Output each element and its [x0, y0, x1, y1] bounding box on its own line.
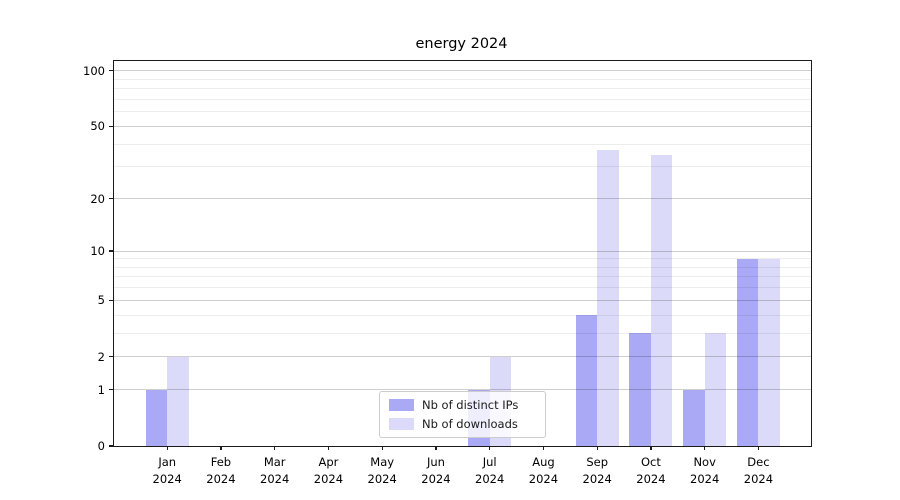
x-tick-mark — [650, 446, 652, 450]
x-tick-mark — [381, 446, 383, 450]
gridline-y30 — [114, 166, 811, 168]
x-tick-mark — [542, 446, 545, 450]
y-tick-mark — [108, 250, 113, 252]
y-tick-label: 2 — [97, 349, 105, 364]
legend-item: Nb of downloads — [389, 417, 537, 431]
y-tick-label: 0 — [97, 439, 105, 453]
gridline-y90 — [114, 78, 811, 80]
bar-sep-downloads — [597, 150, 619, 446]
x-tick-label-may: May 2024 — [367, 455, 397, 486]
x-tick-mark — [757, 446, 760, 450]
y-tick-label: 5 — [97, 293, 105, 308]
legend-item: Nb of distinct IPs — [389, 398, 537, 412]
plot-area: 0 1 2 5 10 20 50 100 Jan 2024 Feb 2024 Mar 2024 Apr 202… — [83, 60, 812, 486]
x-tick-label-oct: Oct 2024 — [636, 455, 666, 486]
x-tick-label-aug: Aug 2024 — [528, 455, 559, 486]
y-tick-mark — [108, 197, 113, 200]
y-tick-mark — [108, 299, 113, 301]
gridline-y6 — [114, 287, 811, 289]
gridline-y5 — [114, 299, 811, 301]
bars-layer — [114, 61, 811, 446]
x-tick-mark — [704, 446, 706, 450]
x-tick-label-jul: Jul 2024 — [475, 455, 505, 486]
legend-swatch — [389, 418, 414, 430]
gridline-y10 — [114, 250, 811, 252]
y-tick-label: 1 — [97, 382, 105, 397]
gridline-y100 — [114, 70, 811, 72]
x-tick-label-dec: Dec 2024 — [743, 455, 774, 486]
x-tick-label-sep: Sep 2024 — [582, 455, 612, 486]
y-tick-label: 20 — [90, 191, 105, 206]
gridline-y3 — [114, 332, 811, 334]
gridline-y60 — [114, 111, 811, 113]
gridline-y8 — [114, 266, 811, 268]
x-tick-mark — [274, 446, 276, 450]
gridline-y1 — [114, 389, 811, 391]
legend-label: Nb of downloads — [422, 417, 518, 431]
gridline-y7 — [114, 276, 811, 278]
legend: Nb of distinct IPs Nb of downloads — [379, 391, 546, 438]
legend-swatch — [389, 399, 414, 411]
bar-dec-downloads — [758, 258, 780, 446]
y-tick-label: 10 — [90, 244, 105, 259]
x-tick-mark — [327, 446, 330, 450]
bar-jan-ips — [145, 389, 168, 446]
x-tick-label-nov: Nov 2024 — [690, 455, 720, 486]
y-tick-mark — [108, 389, 113, 391]
x-tick-label-jan: Jan 2024 — [152, 455, 182, 486]
x-tick-label-feb: Feb 2024 — [206, 455, 236, 486]
gridline-y2 — [114, 356, 811, 358]
x-tick-label-mar: Mar 2024 — [260, 455, 290, 486]
y-tick-label: 50 — [90, 119, 105, 134]
y-tick-mark — [108, 445, 113, 447]
chart-title: energy 2024 — [415, 36, 508, 52]
x-tick-label-jun: Jun 2024 — [421, 455, 451, 486]
bar-jan-downloads — [167, 356, 189, 446]
bar-oct-ips — [629, 333, 651, 446]
y-tick-label: 100 — [83, 63, 105, 78]
gridline-y40 — [114, 143, 811, 145]
y-tick-mark — [108, 356, 113, 358]
gridline-y80 — [114, 88, 811, 90]
legend-label: Nb of distinct IPs — [422, 398, 519, 412]
grid-layer — [114, 61, 811, 446]
gridline-y70 — [114, 98, 811, 100]
bar-dec-ips — [736, 258, 759, 446]
bar-oct-downloads — [650, 154, 673, 446]
x-tick-mark — [489, 446, 491, 450]
y-tick-mark — [108, 70, 113, 72]
x-tick-mark — [166, 446, 168, 450]
gridline-y50 — [114, 125, 811, 127]
bar-sep-ips — [575, 315, 598, 446]
x-tick-mark — [220, 446, 222, 450]
gridline-y20 — [114, 198, 811, 199]
x-tick-mark — [596, 446, 598, 450]
x-tick-mark — [435, 446, 437, 450]
bar-nov-downloads — [704, 333, 727, 446]
axis-ticks-layer: 0 1 2 5 10 20 50 100 Jan 2024 Feb 2024 Mar 2024 Apr 202… — [83, 61, 811, 486]
x-tick-label-apr: Apr 2024 — [313, 455, 344, 486]
y-tick-mark — [108, 125, 113, 127]
gridline-y9 — [114, 258, 811, 260]
gridline-y4 — [114, 314, 811, 316]
bar-nov-ips — [683, 389, 705, 446]
